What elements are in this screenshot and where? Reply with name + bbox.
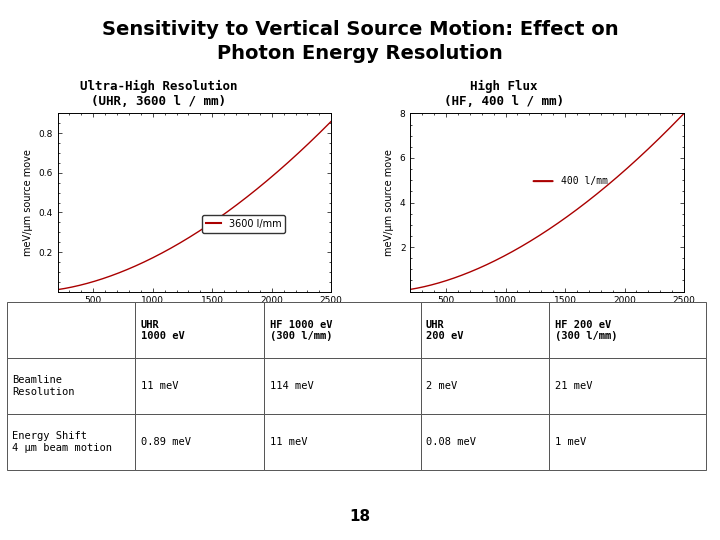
- Text: 18: 18: [349, 509, 371, 524]
- X-axis label: Photon Energy (eV): Photon Energy (eV): [140, 311, 248, 321]
- Text: 400 l/mm: 400 l/mm: [561, 176, 608, 186]
- Y-axis label: meV/μm source move: meV/μm source move: [23, 149, 33, 256]
- Text: Sensitivity to Vertical Source Motion: Effect on
Photon Energy Resolution: Sensitivity to Vertical Source Motion: E…: [102, 20, 618, 63]
- X-axis label: Photon Energy (eV): Photon Energy (eV): [493, 311, 601, 321]
- Y-axis label: meV/μm source move: meV/μm source move: [384, 149, 395, 256]
- Legend: 3600 l/mm: 3600 l/mm: [202, 215, 285, 233]
- Text: High Flux
(HF, 400 l / mm): High Flux (HF, 400 l / mm): [444, 80, 564, 108]
- Text: Ultra-High Resolution
(UHR, 3600 l / mm): Ultra-High Resolution (UHR, 3600 l / mm): [80, 80, 237, 108]
